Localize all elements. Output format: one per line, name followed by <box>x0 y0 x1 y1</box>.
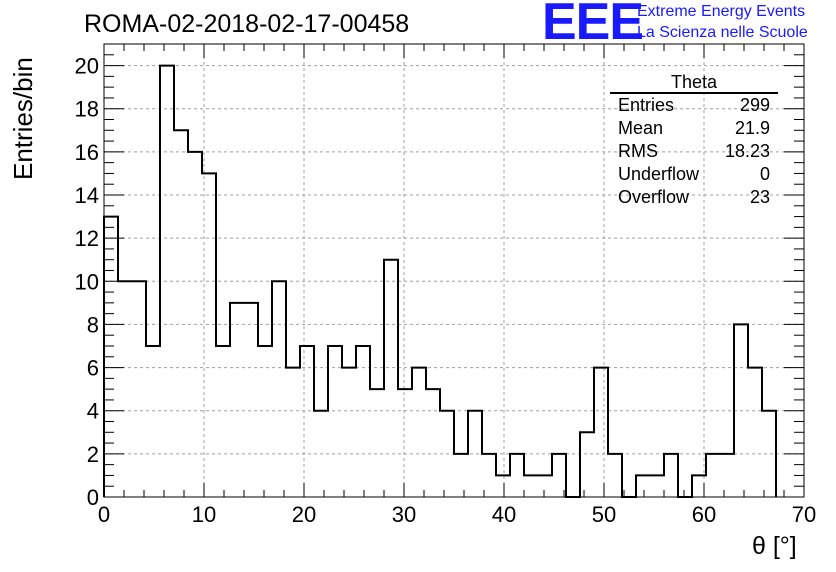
histogram-bin <box>580 432 594 497</box>
stats-row-underflow: Underflow 0 <box>610 163 778 186</box>
stats-value: 299 <box>739 95 770 115</box>
histogram-bin <box>118 281 132 497</box>
x-axis-label: θ [°] <box>752 532 797 560</box>
y-tick-label: 20 <box>75 54 99 79</box>
histogram-bin <box>524 475 538 497</box>
stats-row-mean: Mean 21.9 <box>610 117 778 140</box>
y-tick-label: 18 <box>75 97 99 122</box>
histogram-bin <box>342 368 356 497</box>
histogram-bin <box>244 303 258 497</box>
y-tick-label: 2 <box>87 442 99 467</box>
stats-value: 18.23 <box>724 141 770 161</box>
y-tick-label: 16 <box>75 140 99 165</box>
y-tick-label: 10 <box>75 269 99 294</box>
y-tick-label: 12 <box>75 226 99 251</box>
stats-value: 0 <box>759 164 770 184</box>
histogram-bin <box>174 130 188 497</box>
histogram-bin <box>300 346 314 497</box>
eee-logo: EEE <box>542 0 644 51</box>
stats-row-overflow: Overflow 23 <box>610 186 778 209</box>
histogram-bin <box>384 260 398 497</box>
histogram-bin <box>706 454 720 497</box>
histogram-bin <box>454 454 468 497</box>
histogram-bin <box>594 368 608 497</box>
y-tick-label: 6 <box>87 356 99 381</box>
x-tick-label: 20 <box>292 502 316 527</box>
histogram-bin <box>370 389 384 497</box>
histogram-bin <box>356 346 370 497</box>
x-tick-label: 30 <box>392 502 416 527</box>
histogram-bin <box>188 152 202 497</box>
histogram-bin <box>216 346 230 497</box>
histogram-bin <box>398 389 412 497</box>
stats-value: 23 <box>749 187 770 207</box>
histogram-bin <box>286 368 300 497</box>
logo-line-2: La Scienza nelle Scuole <box>637 24 808 41</box>
histogram-bin <box>762 411 776 497</box>
stats-label: Underflow <box>618 164 700 184</box>
histogram-bin <box>496 475 510 497</box>
histogram-bin <box>664 454 678 497</box>
histogram-bin <box>748 368 762 497</box>
stats-value: 21.9 <box>734 118 770 138</box>
histogram-bin <box>132 281 146 497</box>
histogram-bin <box>202 173 216 497</box>
histogram-bin <box>258 346 272 497</box>
stats-box: Theta Entries 299 Mean 21.9 RMS 18.23 Un… <box>610 72 778 209</box>
histogram-bin <box>468 411 482 497</box>
y-tick-label: 8 <box>87 312 99 337</box>
histogram-bin <box>608 454 622 497</box>
stats-row-rms: RMS 18.23 <box>610 140 778 163</box>
histogram-bin <box>426 389 440 497</box>
histogram-bin <box>230 303 244 497</box>
histogram-bin <box>314 411 328 497</box>
histogram-bin <box>538 475 552 497</box>
y-tick-label: 4 <box>87 399 99 424</box>
histogram-bin <box>510 454 524 497</box>
y-tick-label: 14 <box>75 183 99 208</box>
histogram-bin <box>146 346 160 497</box>
stats-label: Mean <box>618 118 664 138</box>
stats-title: Theta <box>610 72 778 94</box>
histogram-bin <box>272 281 286 497</box>
histogram-bin <box>328 346 342 497</box>
histogram-bin <box>720 454 734 497</box>
logo-line-1: Extreme Energy Events <box>637 3 806 20</box>
histogram-bin <box>734 324 748 497</box>
histogram-bin <box>650 475 664 497</box>
histogram-bin <box>104 217 118 497</box>
chart-title: ROMA-02-2018-02-17-00458 <box>84 10 410 38</box>
x-tick-label: 40 <box>492 502 516 527</box>
stats-row-entries: Entries 299 <box>610 94 778 117</box>
x-tick-label: 70 <box>792 502 816 527</box>
histogram-bin <box>412 368 426 497</box>
y-tick-label: 0 <box>87 485 99 510</box>
histogram-bin <box>440 411 454 497</box>
stats-label: Entries <box>618 95 675 115</box>
x-tick-label: 60 <box>692 502 716 527</box>
histogram-bin <box>636 475 650 497</box>
x-tick-label: 0 <box>98 502 110 527</box>
x-tick-label: 50 <box>592 502 616 527</box>
histogram-bin <box>160 66 174 497</box>
stats-label: Overflow <box>618 187 690 207</box>
x-tick-label: 10 <box>192 502 216 527</box>
histogram-bin <box>482 454 496 497</box>
histogram-bin <box>692 475 706 497</box>
stats-label: RMS <box>618 141 658 161</box>
histogram-outline <box>103 64 777 498</box>
histogram-bin <box>552 454 566 497</box>
y-axis-label: Entries/bin <box>8 57 38 180</box>
